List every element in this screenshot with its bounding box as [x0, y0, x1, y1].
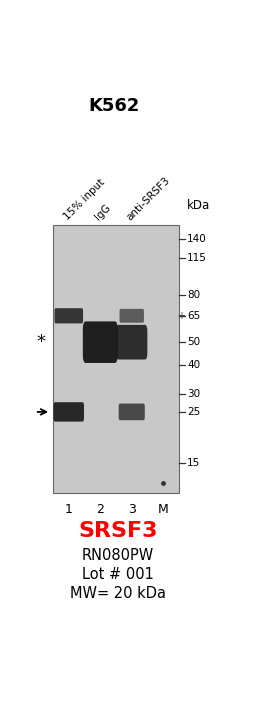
- Text: SRSF3: SRSF3: [78, 521, 158, 541]
- Text: IgG: IgG: [93, 202, 113, 222]
- Text: 15: 15: [187, 458, 200, 468]
- Text: 2: 2: [96, 503, 104, 516]
- Text: K562: K562: [88, 97, 140, 115]
- Text: RN080PW: RN080PW: [82, 548, 154, 563]
- Text: M: M: [158, 503, 168, 516]
- Text: anti-SRSF3: anti-SRSF3: [125, 175, 172, 222]
- FancyBboxPatch shape: [54, 308, 83, 323]
- Text: 15% input: 15% input: [62, 178, 107, 222]
- Text: kDa: kDa: [187, 198, 210, 212]
- Text: 140: 140: [187, 233, 207, 244]
- FancyBboxPatch shape: [116, 325, 147, 359]
- Text: 25: 25: [187, 407, 200, 417]
- Text: 115: 115: [187, 253, 207, 264]
- Text: *: *: [36, 333, 45, 352]
- Text: 80: 80: [187, 290, 200, 300]
- Text: 40: 40: [187, 360, 200, 370]
- FancyBboxPatch shape: [53, 225, 179, 493]
- FancyBboxPatch shape: [83, 321, 118, 363]
- FancyBboxPatch shape: [119, 309, 144, 323]
- FancyBboxPatch shape: [53, 402, 84, 422]
- Text: 65: 65: [187, 311, 200, 321]
- Text: +: +: [177, 311, 185, 321]
- Text: 1: 1: [65, 503, 73, 516]
- Text: MW= 20 kDa: MW= 20 kDa: [70, 586, 166, 600]
- Text: 3: 3: [128, 503, 136, 516]
- Text: 30: 30: [187, 389, 200, 399]
- Text: 50: 50: [187, 337, 200, 347]
- FancyBboxPatch shape: [119, 404, 145, 420]
- Text: Lot # 001: Lot # 001: [82, 567, 154, 582]
